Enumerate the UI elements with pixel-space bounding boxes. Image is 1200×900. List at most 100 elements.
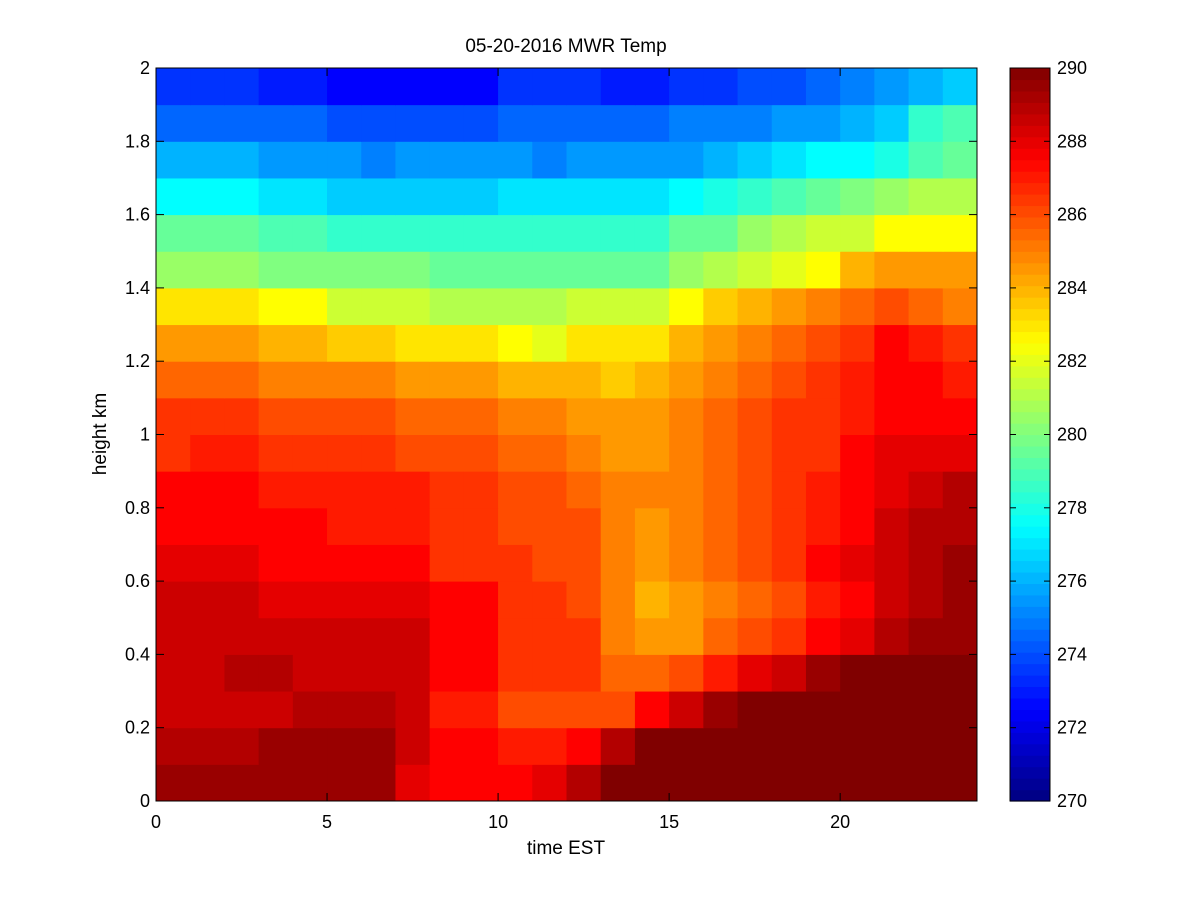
- heatmap-cell: [156, 507, 191, 545]
- heatmap-cell: [566, 397, 602, 435]
- heatmap-cell: [156, 434, 191, 472]
- heatmap-cell: [327, 104, 362, 142]
- heatmap-cell: [634, 764, 670, 802]
- heatmap-cell: [292, 68, 328, 106]
- heatmap-cell: [156, 141, 191, 179]
- heatmap-cell: [532, 104, 567, 142]
- heatmap-cell: [224, 324, 260, 362]
- colorbar-band: [1010, 789, 1050, 802]
- colorbar-band: [1010, 148, 1050, 161]
- heatmap-cell: [703, 434, 739, 472]
- colorbar-band: [1010, 526, 1050, 539]
- colorbar-band: [1010, 251, 1050, 264]
- heatmap-cell: [942, 691, 977, 729]
- heatmap-cell: [840, 617, 875, 655]
- colorbar-band: [1010, 606, 1050, 619]
- heatmap-cell: [771, 617, 807, 655]
- heatmap-cell: [908, 691, 944, 729]
- heatmap-cell: [190, 727, 225, 765]
- y-tick-label: 1.8: [125, 131, 150, 151]
- heatmap-cell: [669, 177, 704, 216]
- heatmap-cell: [429, 727, 465, 765]
- heatmap-cell: [224, 68, 260, 106]
- heatmap-cell: [805, 68, 841, 106]
- heatmap-cell: [566, 654, 602, 692]
- heatmap-cell: [190, 434, 225, 472]
- colorbar-band: [1010, 640, 1050, 653]
- heatmap-cell: [805, 654, 841, 692]
- colorbar-band: [1010, 445, 1050, 458]
- heatmap-cell: [327, 581, 362, 619]
- colorbar-band: [1010, 503, 1050, 516]
- colorbar-band: [1010, 79, 1050, 92]
- heatmap-cell: [669, 104, 704, 142]
- heatmap-cell: [737, 581, 773, 619]
- heatmap-cell: [292, 251, 328, 289]
- heatmap-cell: [634, 251, 670, 289]
- heatmap-cell: [908, 471, 944, 509]
- heatmap-cell: [429, 654, 465, 692]
- heatmap-cell: [190, 544, 225, 582]
- heatmap-cell: [156, 104, 191, 142]
- heatmap-cell: [292, 727, 328, 765]
- heatmap-cell: [669, 287, 704, 326]
- heatmap-cell: [429, 361, 465, 399]
- colorbar-band: [1010, 411, 1050, 424]
- heatmap-cell: [771, 691, 807, 729]
- heatmap-cell: [634, 177, 670, 216]
- x-axis-label: time EST: [527, 838, 606, 859]
- heatmap-cell: [395, 764, 431, 802]
- heatmap-cell: [771, 214, 807, 252]
- heatmap-cell: [532, 324, 567, 362]
- colorbar-band: [1010, 205, 1050, 218]
- colorbar-band: [1010, 125, 1050, 138]
- heatmap-cell: [737, 654, 773, 692]
- heatmap-cell: [634, 141, 670, 179]
- heatmap-cell: [463, 397, 499, 435]
- heatmap-cell: [498, 434, 533, 472]
- heatmap-cell: [327, 141, 362, 179]
- colorbar-tick-label: 282: [1057, 351, 1087, 371]
- heatmap-cell: [498, 287, 533, 326]
- heatmap-cell: [498, 177, 533, 216]
- colorbar-band: [1010, 113, 1050, 126]
- heatmap-cell: [771, 471, 807, 509]
- heatmap-cell: [669, 617, 704, 655]
- heatmap-cell: [258, 251, 294, 289]
- heatmap-cell: [566, 68, 602, 106]
- heatmap-cell: [292, 324, 328, 362]
- heatmap-cell: [600, 68, 636, 106]
- heatmap-cell: [942, 471, 977, 509]
- heatmap-cell: [532, 727, 567, 765]
- heatmap-cell: [224, 507, 260, 545]
- heatmap-cell: [805, 544, 841, 582]
- chart-title: 05-20-2016 MWR Temp: [465, 36, 666, 57]
- heatmap-cell: [874, 471, 910, 509]
- colorbar-band: [1010, 159, 1050, 172]
- y-tick-label: 1.2: [125, 351, 150, 371]
- colorbar-band: [1010, 491, 1050, 504]
- heatmap-cell: [463, 654, 499, 692]
- heatmap-cell: [874, 617, 910, 655]
- heatmap-cell: [498, 214, 533, 252]
- heatmap-cell: [771, 764, 807, 802]
- heatmap-cell: [361, 104, 396, 142]
- heatmap-cell: [429, 324, 465, 362]
- heatmap-cell: [463, 104, 499, 142]
- heatmap-cell: [703, 691, 739, 729]
- colorbar-tick-label: 274: [1057, 644, 1087, 664]
- heatmap-cell: [771, 251, 807, 289]
- heatmap-cell: [634, 544, 670, 582]
- heatmap-cell: [327, 507, 362, 545]
- heatmap-cell: [634, 507, 670, 545]
- heatmap-cell: [840, 471, 875, 509]
- heatmap-cell: [908, 104, 944, 142]
- heatmap-cell: [634, 727, 670, 765]
- heatmap-cell: [942, 764, 977, 802]
- heatmap-cell: [737, 434, 773, 472]
- heatmap-cell: [327, 68, 362, 106]
- heatmap-cell: [361, 397, 396, 435]
- heatmap-cell: [292, 397, 328, 435]
- heatmap-cell: [703, 471, 739, 509]
- heatmap-cell: [395, 214, 431, 252]
